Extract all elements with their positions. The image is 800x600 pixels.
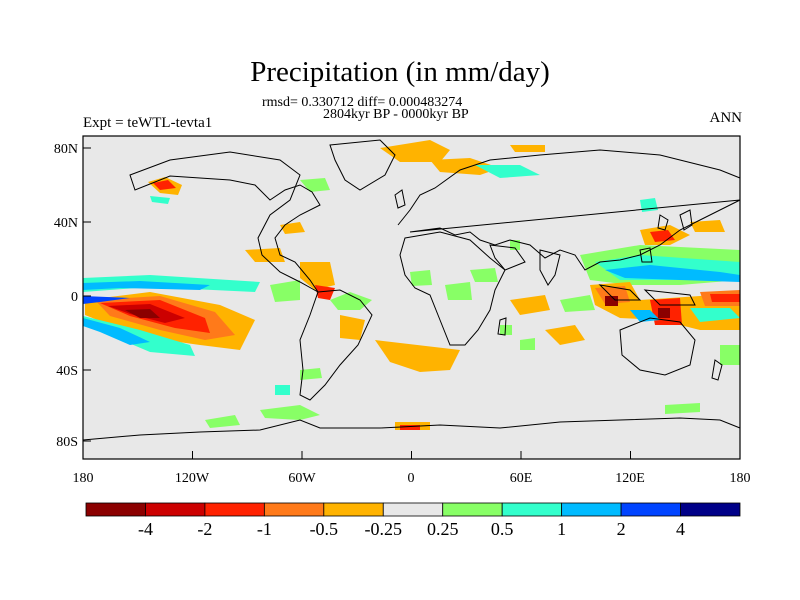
stats-line: rmsd= 0.330712 diff= 0.000483274 [262, 95, 463, 110]
lat-tick-label: 80N [54, 142, 78, 157]
longitude-labels: 180 120W 60W 0 60E 120E 180 [73, 471, 751, 486]
colorbar-swatch [620, 502, 681, 517]
colorbar [85, 502, 741, 517]
colorbar-label: 0.25 [427, 519, 459, 539]
period-line: 2804kyr BP - 0000kyr BP [323, 107, 469, 122]
colorbar-label: 2 [617, 519, 626, 539]
colorbar-swatch [501, 502, 563, 517]
colorbar-swatch [145, 502, 206, 517]
colorbar-labels: -4 -2 -1 -0.5 -0.25 0.25 0.5 1 2 4 [138, 519, 685, 539]
lon-tick-label: 120E [615, 471, 645, 486]
colorbar-swatch [85, 502, 146, 517]
colorbar-label: -0.5 [310, 519, 339, 539]
lat-tick-label: 40N [54, 216, 78, 231]
lat-tick-label: 80S [56, 435, 78, 450]
colorbar-swatch [263, 502, 325, 517]
colorbar-label: -0.25 [365, 519, 403, 539]
axis-ticks [82, 147, 741, 459]
lon-tick-label: 120W [175, 471, 210, 486]
lon-tick-label: 60W [288, 471, 316, 486]
season-label: ANN [709, 110, 743, 126]
colorbar-label: 0.5 [491, 519, 514, 539]
lon-tick-label: 180 [730, 471, 751, 486]
plot-title: Precipitation (in mm/day) [250, 56, 550, 88]
colorbar-swatch [442, 502, 503, 517]
colorbar-swatch [204, 502, 265, 517]
map-background [83, 136, 740, 459]
colorbar-label: -4 [138, 519, 153, 539]
lon-tick-label: 180 [73, 471, 94, 486]
lat-tick-label: 0 [71, 290, 78, 305]
latitude-labels: 80N 40N 0 40S 80S [54, 142, 78, 450]
anomaly-fields [83, 140, 740, 430]
colorbar-swatch [323, 502, 384, 517]
experiment-label: Expt = teWTL-tevta1 [83, 115, 213, 131]
colorbar-label: -1 [257, 519, 272, 539]
colorbar-label: 4 [676, 519, 685, 539]
coastlines [82, 139, 741, 441]
lon-tick-label: 60E [510, 471, 533, 486]
colorbar-swatch [561, 502, 622, 517]
colorbar-swatch [680, 502, 741, 517]
lon-tick-label: 0 [408, 471, 415, 486]
lat-tick-label: 40S [56, 364, 78, 379]
colorbar-label: 1 [557, 519, 566, 539]
colorbar-label: -2 [197, 519, 212, 539]
colorbar-swatch [382, 502, 444, 517]
